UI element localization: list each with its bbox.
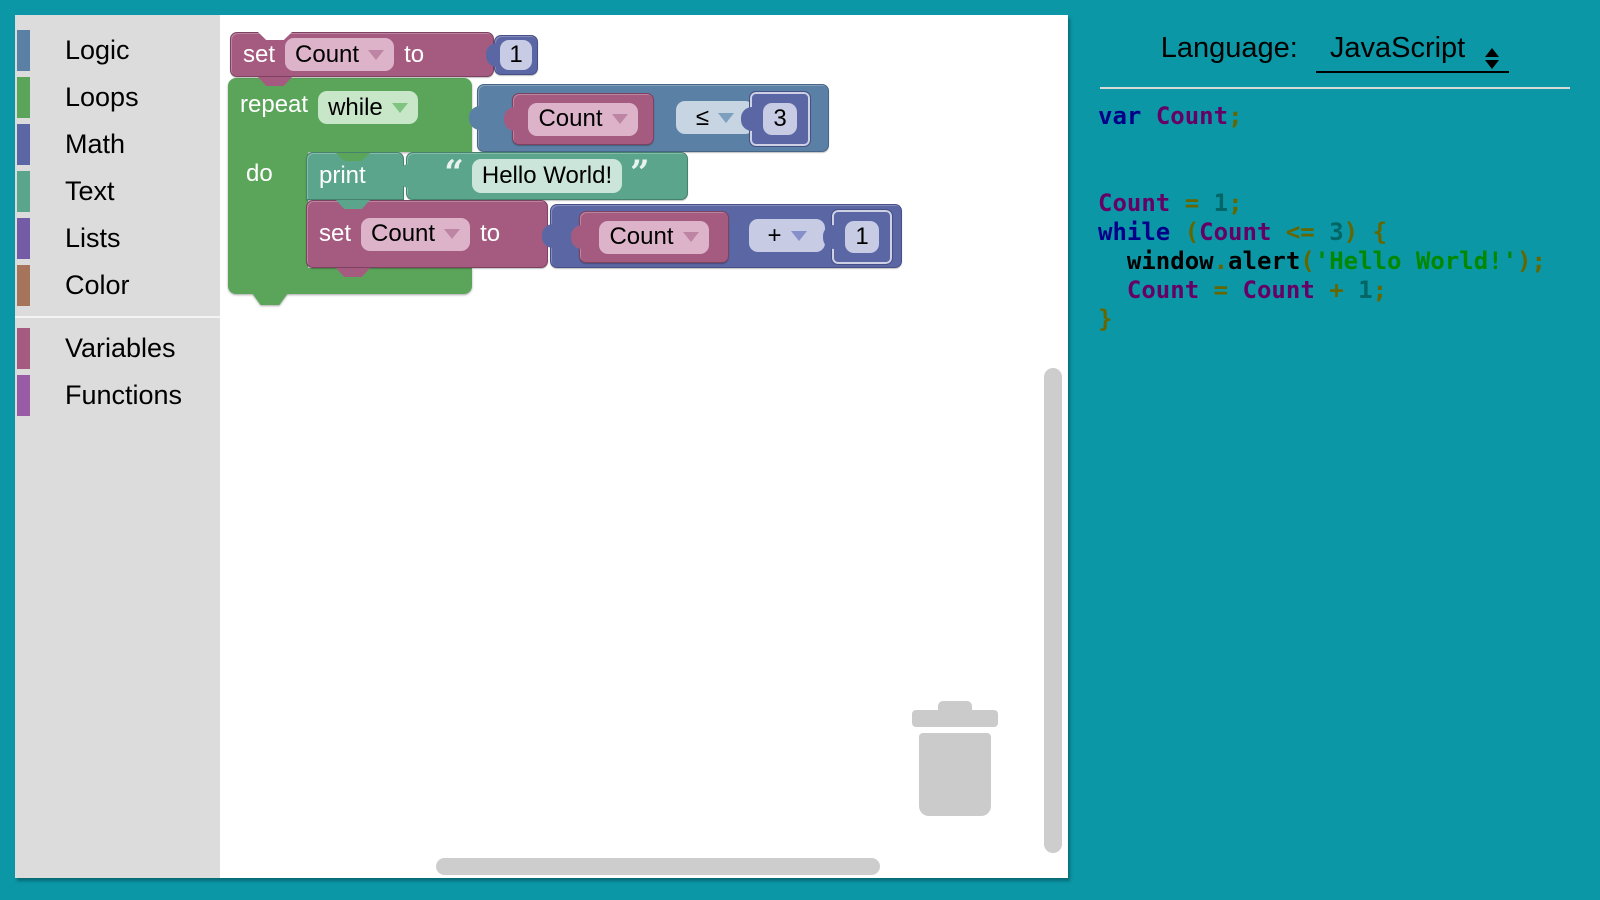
text-field[interactable]: Hello World!: [471, 159, 623, 193]
code-line: }: [1098, 305, 1113, 333]
repeat-mode-value: while: [328, 93, 383, 121]
set-label: set: [319, 220, 352, 247]
variable-name: Count: [371, 220, 436, 247]
variable-dropdown[interactable]: Count: [361, 217, 471, 251]
to-label: to: [480, 220, 501, 247]
stack-connector: [258, 77, 292, 86]
set-variable-block-2[interactable]: set Count to: [306, 200, 548, 268]
dropdown-arrow-icon: [391, 102, 408, 113]
toolbox-category-lists[interactable]: Lists: [15, 215, 220, 262]
top-notch: [336, 153, 370, 161]
category-label: Logic: [65, 35, 130, 65]
number-field[interactable]: 3: [763, 103, 797, 135]
repeat-mode-dropdown[interactable]: while: [318, 91, 418, 124]
toolbox: Logic Loops Math Text Lists Color Variab…: [15, 15, 220, 878]
toolbox-category-loops[interactable]: Loops: [15, 74, 220, 121]
category-label: Variables: [65, 333, 176, 363]
number-field[interactable]: 1: [500, 40, 532, 70]
do-label: do: [246, 160, 273, 187]
toolbox-category-color[interactable]: Color: [15, 262, 220, 309]
category-color-strip: [17, 77, 30, 118]
category-label: Functions: [65, 380, 183, 410]
trash-icon: [938, 701, 972, 711]
select-updown-icon: [1485, 48, 1500, 69]
variable-dropdown[interactable]: Count: [528, 102, 638, 136]
dropdown-arrow-icon: [368, 49, 385, 60]
category-color-strip: [17, 375, 30, 416]
toolbox-category-text[interactable]: Text: [15, 168, 220, 215]
vertical-scrollbar[interactable]: [1044, 368, 1062, 853]
code-line: Count = 1;: [1098, 189, 1243, 217]
generated-code: var Count; Count = 1; while (Count <= 3) {…: [1098, 102, 1568, 334]
text-string-block[interactable]: “ Hello World! ”: [406, 152, 688, 200]
stack-connector: [336, 200, 370, 209]
toolbox-category-logic[interactable]: Logic: [15, 27, 220, 74]
code-line: Count = Count + 1;: [1126, 276, 1388, 304]
print-label: print: [319, 162, 366, 189]
dropdown-arrow-icon: [718, 112, 735, 123]
horizontal-scrollbar[interactable]: [436, 858, 880, 875]
comparison-block[interactable]: Count ≤ 3: [477, 84, 829, 152]
variable-name: Count: [295, 40, 360, 68]
toolbox-category-variables[interactable]: Variables: [15, 325, 220, 372]
repeat-block-column[interactable]: do: [228, 150, 308, 270]
category-color-strip: [17, 171, 30, 212]
operator-dropdown[interactable]: +: [749, 219, 825, 252]
variable-name: Count: [538, 105, 603, 132]
category-label: Math: [65, 129, 126, 159]
variable-name: Count: [609, 223, 674, 250]
category-color-strip: [17, 124, 30, 165]
next-connector-nub: [252, 293, 288, 305]
category-color-strip: [17, 30, 30, 71]
code-line: while (Count <= 3) {: [1098, 218, 1388, 246]
stack-connector: [336, 268, 370, 277]
dropdown-arrow-icon: [611, 114, 628, 124]
code-line: window.alert('Hello World!');: [1098, 247, 1546, 275]
code-line: [1098, 131, 1568, 160]
category-label: Lists: [65, 223, 121, 253]
language-label: Language:: [1160, 32, 1298, 64]
language-header: Language: JavaScript: [1085, 32, 1585, 73]
language-value: JavaScript: [1329, 32, 1466, 64]
operator-value: ≤: [695, 103, 710, 131]
category-label: Text: [65, 176, 115, 206]
set-label: set: [243, 40, 276, 68]
header-divider: [1100, 87, 1570, 89]
category-color-strip: [17, 265, 30, 306]
code-line: var Count;: [1098, 102, 1243, 130]
category-color-strip: [17, 218, 30, 259]
toolbox-category-functions[interactable]: Functions: [15, 372, 220, 419]
close-quote-icon: ”: [630, 153, 650, 193]
dropdown-arrow-icon: [444, 229, 461, 239]
variable-block-count[interactable]: Count: [579, 211, 729, 263]
category-label: Loops: [65, 82, 139, 112]
repeat-label: repeat: [240, 91, 309, 118]
arithmetic-block[interactable]: Count + 1: [550, 204, 902, 268]
language-select[interactable]: JavaScript: [1315, 32, 1510, 73]
repeat-block-head[interactable]: repeat while: [228, 78, 472, 152]
open-quote-icon: “: [444, 153, 464, 193]
toolbox-separator: [15, 316, 220, 318]
dropdown-arrow-icon: [682, 232, 699, 242]
variable-dropdown[interactable]: Count: [285, 38, 395, 71]
category-color-strip: [17, 328, 30, 369]
dropdown-arrow-icon: [790, 230, 807, 241]
variable-block-count[interactable]: Count: [512, 93, 654, 145]
category-label: Color: [65, 270, 130, 300]
number-block-1[interactable]: 1: [494, 35, 538, 75]
operator-value: +: [767, 221, 782, 249]
number-block-3[interactable]: 3: [749, 91, 811, 147]
to-label: to: [404, 40, 425, 68]
top-notch: [258, 32, 292, 40]
trash-icon[interactable]: [919, 733, 991, 816]
number-field[interactable]: 1: [845, 221, 879, 253]
trash-icon[interactable]: [912, 710, 998, 727]
code-line: [1098, 160, 1568, 189]
variable-dropdown[interactable]: Count: [599, 220, 709, 254]
toolbox-category-math[interactable]: Math: [15, 121, 220, 168]
number-block-1b[interactable]: 1: [831, 209, 893, 265]
